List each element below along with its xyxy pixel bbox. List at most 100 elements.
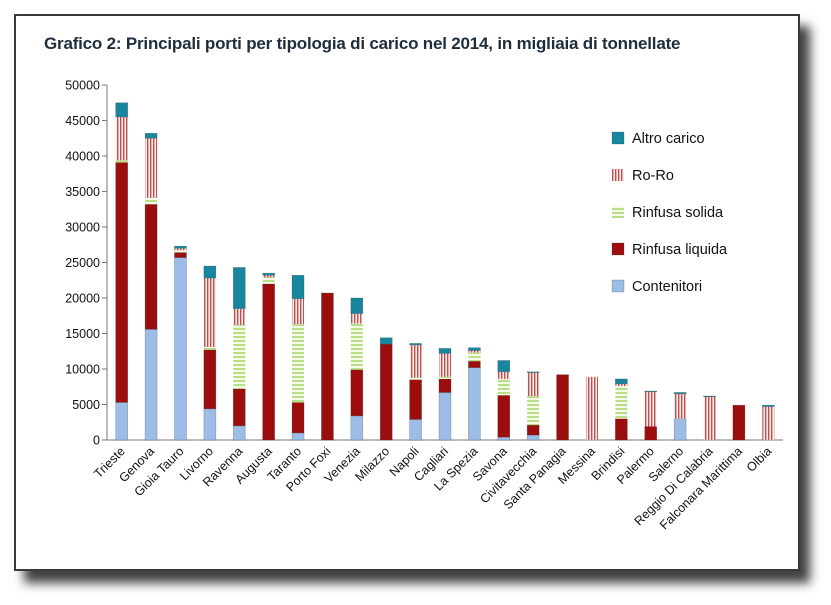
bar-segment-rinfusa-liquida bbox=[526, 424, 540, 436]
bar-segment-rinfusa-solida bbox=[145, 197, 158, 205]
bar-segment-altro-carico bbox=[174, 245, 187, 249]
y-tick-label: 15000 bbox=[65, 327, 100, 341]
legend-label: Rinfusa liquida bbox=[632, 242, 728, 258]
bar-segment-rinfusa-solida bbox=[203, 346, 216, 350]
bar-segment-contenitori bbox=[232, 425, 246, 441]
bar-segment-rinfusa-solida bbox=[409, 377, 422, 380]
bar-segment-rinfusa-liquida bbox=[438, 378, 452, 393]
y-tick-label: 10000 bbox=[65, 363, 100, 377]
bar-segment-rinfusa-liquida bbox=[232, 388, 246, 427]
y-tick-label: 0 bbox=[93, 434, 100, 448]
bar-segment-contenitori bbox=[438, 392, 452, 441]
bar-segment-contenitori bbox=[468, 367, 481, 441]
bar-segment-ro-ro bbox=[527, 372, 540, 396]
bar-segment-rinfusa-solida bbox=[497, 378, 510, 396]
bar-segment-contenitori bbox=[673, 418, 687, 441]
bar-segment-ro-ro bbox=[145, 138, 158, 198]
bar-segment-altro-carico bbox=[762, 404, 775, 407]
bar-segment-rinfusa-solida bbox=[527, 395, 540, 426]
bar-segment-rinfusa-liquida bbox=[174, 252, 187, 258]
legend-swatch bbox=[611, 242, 625, 256]
y-tick-label: 45000 bbox=[65, 114, 100, 128]
bar-segment-altro-carico bbox=[468, 347, 481, 351]
bar-segment-altro-carico bbox=[291, 274, 305, 300]
chart-frame bbox=[14, 14, 800, 571]
bar-segment-rinfusa-solida bbox=[350, 323, 363, 370]
bar-segment-ro-ro bbox=[615, 383, 628, 387]
bar-segment-rinfusa-liquida bbox=[644, 426, 658, 441]
bar-segment-rinfusa-solida bbox=[615, 386, 628, 419]
y-tick-label: 30000 bbox=[65, 221, 100, 235]
bar-segment-ro-ro bbox=[674, 393, 687, 419]
bar-segment-contenitori bbox=[115, 402, 128, 441]
bar-segment-altro-carico bbox=[703, 395, 716, 397]
bar-segment-altro-carico bbox=[232, 267, 246, 309]
bar-segment-altro-carico bbox=[673, 392, 687, 395]
bar-segment-contenitori bbox=[497, 436, 511, 441]
bar-segment-ro-ro bbox=[409, 344, 422, 378]
bar-segment-ro-ro bbox=[233, 308, 246, 325]
bar-segment-rinfusa-liquida bbox=[497, 394, 511, 438]
bar-segment-ro-ro bbox=[203, 278, 216, 347]
bar-segment-rinfusa-solida bbox=[292, 324, 305, 403]
bar-segment-rinfusa-solida bbox=[115, 160, 128, 163]
bar-segment-rinfusa-liquida bbox=[468, 360, 481, 368]
bar-segment-contenitori bbox=[350, 415, 364, 441]
legend-swatch bbox=[612, 206, 624, 218]
bar-segment-altro-carico bbox=[438, 348, 452, 354]
bar-segment-ro-ro bbox=[468, 350, 481, 353]
bar-segment-rinfusa-solida bbox=[262, 277, 275, 284]
bar-segment-altro-carico bbox=[409, 343, 422, 346]
bar-segment-rinfusa-liquida bbox=[144, 203, 158, 330]
chart-title: Grafico 2: Principali porti per tipologi… bbox=[44, 34, 681, 53]
legend-label: Rinfusa solida bbox=[632, 205, 724, 221]
bar-segment-rinfusa-solida bbox=[174, 250, 187, 253]
bar-segment-rinfusa-solida bbox=[233, 324, 246, 389]
bar-segment-rinfusa-liquida bbox=[409, 379, 422, 420]
bar-segment-altro-carico bbox=[350, 297, 364, 314]
legend-label: Contenitori bbox=[632, 279, 702, 295]
bar-segment-contenitori bbox=[144, 328, 158, 441]
legend-swatch bbox=[612, 169, 624, 181]
bar-segment-rinfusa-liquida bbox=[321, 292, 334, 441]
bar-segment-rinfusa-liquida bbox=[379, 343, 393, 441]
bar-segment-ro-ro bbox=[115, 116, 128, 161]
bar-segment-rinfusa-liquida bbox=[615, 418, 628, 441]
bar-segment-contenitori bbox=[409, 419, 422, 441]
bar-segment-rinfusa-liquida bbox=[291, 402, 305, 434]
legend-label: Ro-Ro bbox=[632, 168, 674, 184]
bar-segment-contenitori bbox=[526, 434, 540, 441]
legend-label: Altro carico bbox=[632, 131, 705, 147]
legend-swatch bbox=[611, 279, 625, 293]
bar-segment-altro-carico bbox=[262, 272, 275, 276]
bar-segment-contenitori bbox=[203, 408, 217, 441]
bar-segment-ro-ro bbox=[174, 248, 187, 251]
x-tick-label: Olbia bbox=[744, 444, 775, 475]
bar-segment-contenitori bbox=[174, 257, 187, 441]
bar-segment-altro-carico bbox=[615, 378, 628, 385]
legend-swatch bbox=[611, 131, 625, 145]
bar-segment-altro-carico bbox=[497, 360, 511, 373]
bar-segment-rinfusa-liquida bbox=[732, 404, 746, 441]
bar-segment-rinfusa-liquida bbox=[115, 162, 128, 403]
bar-segment-altro-carico bbox=[379, 337, 393, 345]
y-tick-label: 25000 bbox=[65, 256, 100, 270]
bar-segment-altro-carico bbox=[526, 371, 540, 373]
bar-segment-ro-ro bbox=[350, 313, 363, 324]
bar-segment-rinfusa-liquida bbox=[262, 283, 275, 441]
bar-segment-rinfusa-solida bbox=[439, 376, 451, 379]
bar-segment-ro-ro bbox=[703, 396, 716, 440]
bar-segment-altro-carico bbox=[644, 390, 658, 393]
bar-segment-altro-carico bbox=[115, 102, 128, 118]
bar-segment-rinfusa-liquida bbox=[350, 369, 364, 417]
bar-segment-ro-ro bbox=[585, 376, 598, 440]
bar-segment-rinfusa-solida bbox=[468, 352, 481, 362]
bar-segment-ro-ro bbox=[644, 391, 657, 427]
y-tick-label: 5000 bbox=[72, 398, 100, 412]
bar-segment-ro-ro bbox=[292, 298, 305, 325]
y-tick-label: 35000 bbox=[65, 185, 100, 199]
bar-segment-rinfusa-liquida bbox=[556, 374, 569, 441]
y-tick-label: 20000 bbox=[65, 292, 100, 306]
bar-segment-rinfusa-liquida bbox=[203, 349, 217, 410]
